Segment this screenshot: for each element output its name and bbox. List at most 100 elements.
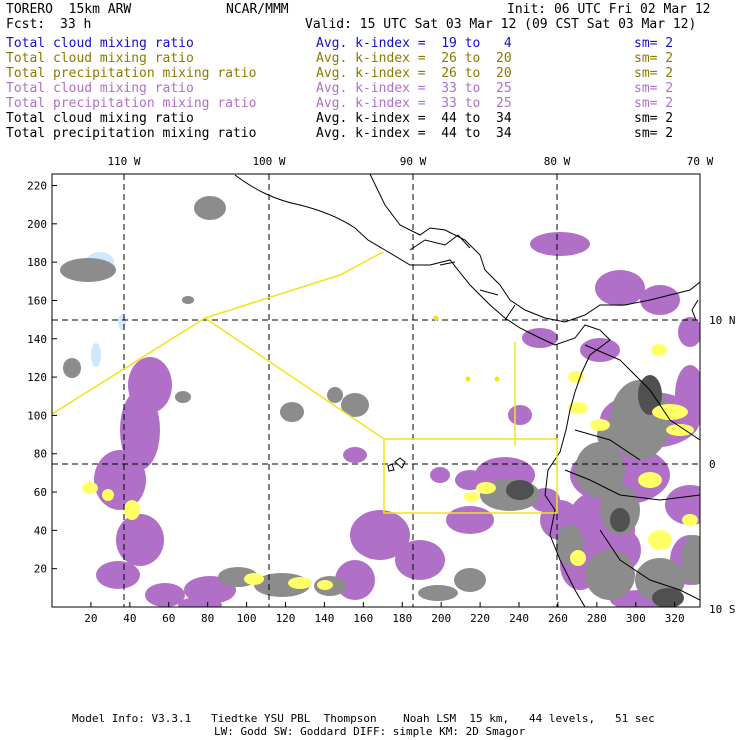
legend-kindex: Avg. k-index = 33 to 25 [316,96,512,111]
field-cell [60,258,116,282]
field-cell [124,500,140,520]
y-tick-label: 180 [27,256,47,269]
field-cell [454,568,486,592]
legend-row: Total cloud mixing ratio Avg. k-index = 1… [6,36,736,51]
legend-field: Total precipitation mixing ratio [6,96,257,111]
longitude-label: 80 W [544,155,571,168]
legend-sm: sm= 2 [634,36,674,51]
x-tick-label: 80 [201,612,214,625]
field-cell [280,402,304,422]
legend-kindex: Avg. k-index = 44 to 34 [316,111,512,126]
coastlines [234,174,700,607]
legend-row: Total cloud mixing ratio Avg. k-index = 3… [6,81,736,96]
x-tick-label: 160 [353,612,373,625]
legend-field: Total precipitation mixing ratio [6,126,257,141]
x-tick-label: 260 [548,612,568,625]
legend-field: Total precipitation mixing ratio [6,66,257,81]
organization-label: NCAR/MMM [226,2,289,17]
x-tick-label: 300 [626,612,646,625]
field-cell [638,472,662,488]
field-cell [585,550,635,600]
y-tick-label: 140 [27,333,47,346]
station-marker [433,315,439,321]
station-marker [494,376,500,382]
x-tick-label: 140 [314,612,334,625]
y-tick-label: 220 [27,179,47,192]
field-cell [145,583,185,607]
coastline-east [691,299,699,321]
longitude-label: 110 W [107,155,140,168]
legend-sm: sm= 2 [634,51,674,66]
y-tick-label: 60 [34,486,47,499]
legend-sm: sm= 2 [634,111,674,126]
legend-field: Total cloud mixing ratio [6,36,194,51]
weather-map: 20 40 60 80 100 120 140 160 180 200 220 240 260 280 30… [27,155,735,625]
field-cell [666,424,694,436]
legend-kindex: Avg. k-index = 26 to 20 [316,66,512,81]
border-lines [409,234,516,321]
field-cell [575,442,625,498]
field-cell [288,577,312,589]
field-cell [82,482,98,494]
field-cell [568,402,588,414]
field-shading [60,196,700,607]
x-tick-label: 180 [392,612,412,625]
field-cell [116,514,164,566]
legend-sm: sm= 2 [634,81,674,96]
field-cell [506,480,534,500]
field-cell [648,530,672,550]
legend-row: Total cloud mixing ratio Avg. k-index = 2… [6,51,736,66]
latitude-label: 0 [709,458,716,471]
field-cell [570,550,586,566]
field-cell [681,535,700,585]
field-cell [638,375,662,415]
field-cell [652,404,688,420]
field-cell [476,482,496,494]
field-cell [652,588,684,607]
border-lines [564,344,700,601]
legend-sm: sm= 2 [634,96,674,111]
legend-field: Total cloud mixing ratio [6,111,194,126]
legend-field: Total cloud mixing ratio [6,51,194,66]
field-cell [335,560,375,600]
legend-row: Total precipitation mixing ratio Avg. k-i… [6,126,736,141]
y-tick-label: 160 [27,294,47,307]
coastline-caribbean [369,174,700,323]
legend-row: Total precipitation mixing ratio Avg. k-i… [6,96,736,111]
field-cell [395,540,445,580]
field-cell [595,270,645,306]
field-cell [508,405,532,425]
field-cell [678,317,700,347]
field-cell [94,450,146,510]
boundary-north [204,251,516,446]
field-cell [244,573,264,585]
model-info-line2: LW: Godd SW: Goddard DIFF: simple KM: 2D… [214,725,526,738]
field-cell [182,296,194,304]
field-cell [640,285,680,315]
field-cell [102,489,114,501]
forecast-hours: 33 h [60,17,92,32]
field-cell [610,508,630,532]
field-cell [175,391,191,403]
field-cell [118,314,126,330]
x-tick-label: 40 [123,612,136,625]
field-cell [446,506,494,534]
x-tick-label: 200 [431,612,451,625]
field-cell [194,196,226,220]
x-tick-label: 60 [162,612,175,625]
field-cell [343,447,367,463]
field-cell [580,338,620,362]
field-cell [317,580,333,590]
legend-kindex: Avg. k-index = 44 to 34 [316,126,512,141]
boundary-southeast [52,317,558,514]
longitude-label: 70 W [687,155,714,168]
coastline-west [234,174,611,607]
field-cell [120,390,160,470]
longitude-label: 100 W [252,155,285,168]
field-cell [96,561,140,589]
field-cell [91,343,101,367]
x-tick-label: 240 [509,612,529,625]
legend-kindex: Avg. k-index = 26 to 20 [316,51,512,66]
legend-row: Total precipitation mixing ratio Avg. k-i… [6,66,736,81]
region-boundaries [52,251,558,514]
